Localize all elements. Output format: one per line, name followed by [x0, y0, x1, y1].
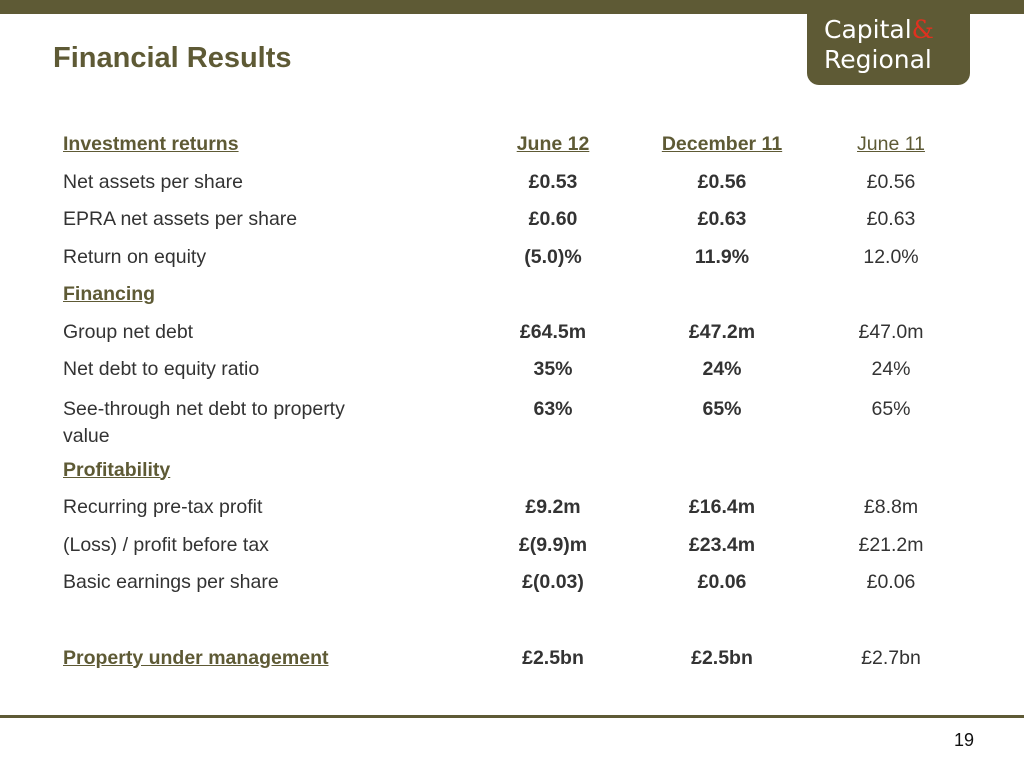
empty-cell — [633, 602, 811, 640]
row-label: (Loss) / profit before tax — [63, 533, 269, 556]
column-header: December 11 — [661, 133, 783, 155]
table-row: Recurring pre-tax profit £9.2m £16.4m £8… — [53, 489, 971, 527]
cell-value: £0.63 — [697, 208, 747, 230]
empty-cell — [633, 276, 811, 314]
logo-line-1: Capital& — [824, 15, 970, 45]
cell-value: £0.63 — [866, 208, 916, 230]
cell-value: £0.06 — [866, 571, 916, 593]
table-row: See-through net debt to property value 6… — [53, 389, 971, 452]
cell-value: £0.56 — [866, 170, 916, 193]
cell-value: 35% — [533, 358, 573, 380]
cell-value: £47.2m — [688, 320, 756, 343]
row-label: Net debt to equity ratio — [63, 358, 260, 380]
logo-line-2: Regional — [824, 45, 932, 74]
empty-cell — [53, 602, 473, 640]
bottom-divider — [0, 715, 1024, 718]
section-row: Profitability — [53, 452, 971, 490]
table-row: Property under management £2.5bn £2.5bn … — [53, 640, 971, 678]
cell-value: £8.8m — [863, 496, 919, 518]
cell-value: £2.7bn — [861, 646, 921, 669]
cell-value: (5.0)% — [524, 245, 582, 268]
header-label: Investment returns — [63, 133, 239, 155]
empty-cell — [473, 276, 633, 314]
cell-value: 24% — [702, 358, 742, 380]
cell-value: £0.53 — [528, 170, 578, 193]
section-heading: Financing — [63, 283, 156, 305]
row-label: Net assets per share — [63, 170, 243, 193]
cell-value: £0.06 — [697, 571, 747, 593]
cell-value: 12.0% — [863, 245, 919, 268]
cell-value: £0.56 — [697, 170, 747, 193]
table-row: EPRA net assets per share £0.60 £0.63 £0… — [53, 201, 971, 239]
column-header: June 12 — [516, 133, 590, 155]
cell-value: 65% — [871, 397, 911, 420]
cell-value: £16.4m — [688, 496, 756, 518]
row-label: EPRA net assets per share — [63, 208, 298, 230]
table-row: Net assets per share £0.53 £0.56 £0.56 — [53, 164, 971, 202]
section-row: Financing — [53, 276, 971, 314]
empty-cell — [811, 602, 971, 640]
section-heading: Profitability — [63, 458, 171, 481]
column-header: June 11 — [857, 133, 925, 155]
company-logo: Capital& Regional — [807, 6, 970, 85]
table-row: (Loss) / profit before tax £(9.9)m £23.4… — [53, 527, 971, 565]
top-accent-bar — [0, 0, 1024, 14]
empty-cell — [473, 452, 633, 490]
cell-value: £2.5bn — [691, 646, 753, 669]
table-row: Group net debt £64.5m £47.2m £47.0m — [53, 314, 971, 352]
cell-value: £21.2m — [858, 533, 924, 556]
empty-cell — [473, 602, 633, 640]
empty-cell — [811, 452, 971, 490]
table-row: Basic earnings per share £(0.03) £0.06 £… — [53, 564, 971, 602]
page-title: Financial Results — [53, 42, 292, 74]
cell-value: £64.5m — [519, 320, 587, 343]
page-number: 19 — [954, 730, 975, 750]
cell-value: £(9.9)m — [518, 533, 588, 556]
row-label: Return on equity — [63, 245, 207, 268]
cell-value: 24% — [871, 358, 911, 380]
cell-value: 65% — [702, 397, 742, 420]
table-row: Net debt to equity ratio 35% 24% 24% — [53, 351, 971, 389]
row-label: Group net debt — [63, 320, 194, 343]
cell-value: 11.9% — [694, 245, 750, 268]
logo-word-capital: Capital — [824, 15, 912, 44]
row-label: Basic earnings per share — [63, 571, 279, 593]
spacer-row — [53, 602, 971, 640]
cell-value: £2.5bn — [522, 646, 584, 669]
cell-value: £23.4m — [688, 533, 756, 556]
row-label: Property under management — [63, 646, 329, 669]
empty-cell — [633, 452, 811, 490]
cell-value: £47.0m — [858, 320, 924, 343]
table-row: Return on equity (5.0)% 11.9% 12.0% — [53, 239, 971, 277]
row-label: Recurring pre-tax profit — [63, 496, 263, 518]
cell-value: £(0.03) — [522, 571, 584, 593]
financial-results-table: Investment returns June 12 December 11 J… — [53, 126, 971, 677]
row-label: See-through net debt to property value — [63, 397, 345, 447]
table-header-row: Investment returns June 12 December 11 J… — [53, 126, 971, 164]
cell-value: £0.60 — [528, 208, 578, 230]
logo-ampersand: & — [911, 15, 934, 44]
cell-value: 63% — [533, 397, 573, 420]
empty-cell — [811, 276, 971, 314]
cell-value: £9.2m — [525, 496, 581, 518]
